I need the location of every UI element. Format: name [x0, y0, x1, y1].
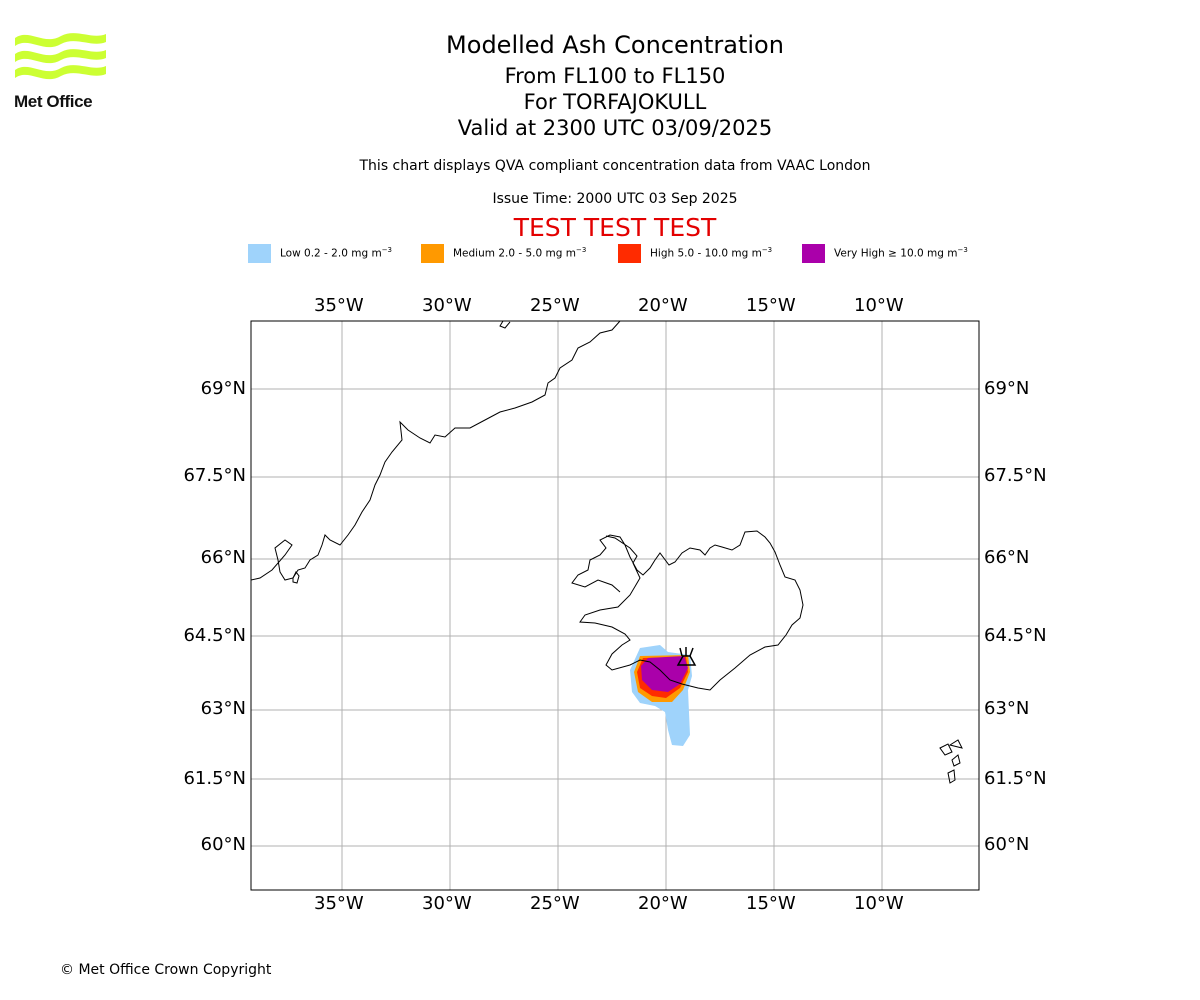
greenland-coast	[251, 321, 621, 581]
iceland-coast	[571, 530, 804, 691]
wave-logo-icon	[15, 33, 106, 80]
lat-tick-left-69n: 69°N	[200, 378, 246, 399]
chart-title: Modelled Ash Concentration	[446, 31, 784, 59]
lon-tick-top-20w: 20°W	[638, 295, 688, 316]
volcano-name: For TORFAJOKULL	[523, 90, 707, 114]
lat-tick-right-63n: 63°N	[984, 698, 1030, 719]
legend-swatch-low	[248, 244, 271, 263]
chart-subtitle: This chart displays QVA compliant concen…	[359, 158, 871, 174]
lat-tick-left-64-5n: 64.5°N	[183, 625, 246, 646]
lat-tick-right-61-5n: 61.5°N	[984, 768, 1047, 789]
lon-tick-bottom-20w: 20°W	[638, 893, 688, 914]
lat-tick-right-66n: 66°N	[984, 547, 1030, 568]
legend-label-very-high: Very High ≥ 10.0 mg m	[834, 247, 958, 260]
map-frame	[250, 320, 980, 891]
lat-tick-right-64-5n: 64.5°N	[984, 625, 1047, 646]
greenland-island-small	[292, 571, 300, 584]
legend-label-low: Low 0.2 - 2.0 mg m	[280, 247, 382, 260]
test-banner: TEST TEST TEST	[513, 213, 717, 242]
lat-tick-left-63n: 63°N	[200, 698, 246, 719]
lon-tick-top-25w: 25°W	[530, 295, 580, 316]
lat-tick-right-69n: 69°N	[984, 378, 1030, 399]
valid-time: Valid at 2300 UTC 03/09/2025	[457, 116, 773, 140]
volcano-symbol	[676, 647, 697, 666]
legend-swatch-high	[618, 244, 641, 263]
lat-tick-left-67-5n: 67.5°N	[183, 465, 246, 486]
lon-tick-top-10w: 10°W	[854, 295, 904, 316]
lon-tick-top-35w: 35°W	[314, 295, 364, 316]
lat-tick-right-60n: 60°N	[984, 834, 1030, 855]
faroe-islands	[939, 739, 963, 784]
legend-label-high: High 5.0 - 10.0 mg m	[650, 247, 762, 260]
legend-swatch-medium	[421, 244, 444, 263]
lat-tick-left-60n: 60°N	[200, 834, 246, 855]
legend-swatch-very-high	[802, 244, 825, 263]
greenland-island	[499, 321, 511, 329]
coastlines	[251, 321, 963, 784]
lon-tick-bottom-10w: 10°W	[854, 893, 904, 914]
lon-tick-top-15w: 15°W	[746, 295, 796, 316]
lat-tick-right-67-5n: 67.5°N	[984, 465, 1047, 486]
flight-levels: From FL100 to FL150	[504, 64, 726, 88]
lat-tick-left-66n: 66°N	[200, 547, 246, 568]
lon-tick-bottom-25w: 25°W	[530, 893, 580, 914]
legend-label-medium: Medium 2.0 - 5.0 mg m	[453, 247, 576, 260]
map-gridlines	[251, 321, 979, 890]
lon-tick-bottom-15w: 15°W	[746, 893, 796, 914]
met-office-logo: Met Office	[14, 30, 108, 112]
lon-tick-bottom-30w: 30°W	[422, 893, 472, 914]
logo-text: Met Office	[14, 92, 93, 111]
lat-tick-left-61-5n: 61.5°N	[183, 768, 246, 789]
copyright-notice: © Met Office Crown Copyright	[60, 962, 272, 978]
issue-time: Issue Time: 2000 UTC 03 Sep 2025	[492, 191, 738, 207]
lon-tick-bottom-35w: 35°W	[314, 893, 364, 914]
lon-tick-top-30w: 30°W	[422, 295, 472, 316]
